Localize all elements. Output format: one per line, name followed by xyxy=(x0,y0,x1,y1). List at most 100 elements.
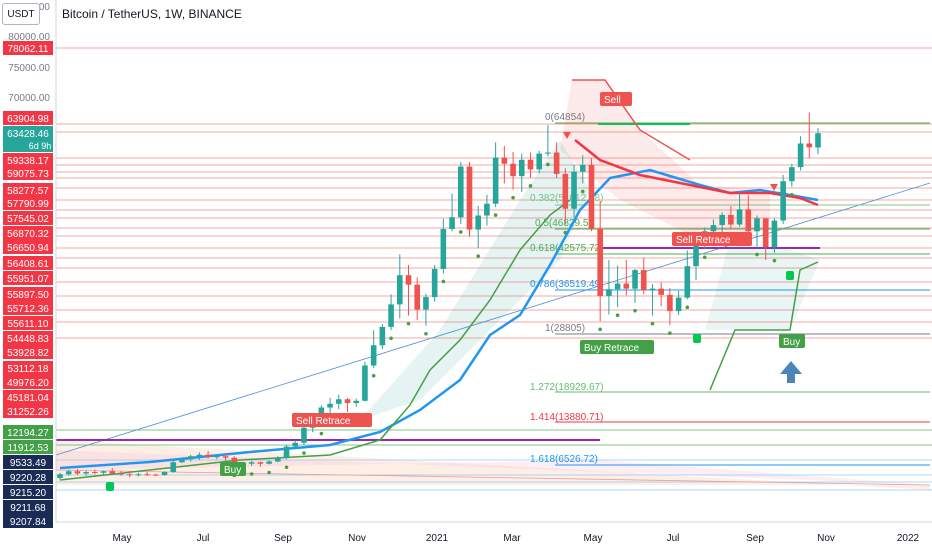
price-label: 9211.68 xyxy=(10,503,46,514)
signal-dot xyxy=(668,331,672,336)
signal-dot xyxy=(441,279,446,284)
time-axis-label: Nov xyxy=(348,533,366,544)
price-label-box xyxy=(3,166,53,180)
candle-body xyxy=(275,457,281,462)
candle-body xyxy=(780,181,786,221)
signal-dot xyxy=(406,321,411,326)
candle-body xyxy=(501,157,508,164)
sell-zone-fill xyxy=(560,80,770,240)
symbol-badge[interactable]: USDT xyxy=(2,3,40,25)
candle-body xyxy=(118,473,124,475)
fib-label: 0.5(46829.5) xyxy=(535,218,592,229)
buy-marker xyxy=(106,482,114,491)
price-label-box xyxy=(3,440,53,454)
price-label: 9220.28 xyxy=(10,473,47,484)
signal-dot xyxy=(458,230,463,234)
candle-body xyxy=(475,215,482,230)
signal-box xyxy=(220,462,246,476)
signal-dot xyxy=(249,472,254,476)
buy-marker xyxy=(786,271,794,280)
candle-body xyxy=(362,365,368,401)
signal-label: Buy Retrace xyxy=(584,343,639,354)
buy-arrow-icon xyxy=(780,361,802,383)
candle-body xyxy=(684,266,691,298)
candle-body xyxy=(353,400,360,404)
candle-body xyxy=(457,166,464,218)
candle-body xyxy=(632,270,638,289)
price-label-box xyxy=(3,404,53,418)
price-label-box xyxy=(3,240,53,254)
price-label: 12194.27 xyxy=(7,428,49,439)
candle-body xyxy=(301,427,307,443)
candle-body xyxy=(553,152,560,174)
candle-body xyxy=(745,209,752,232)
candle-body xyxy=(623,283,630,289)
price-label: 59338.17 xyxy=(7,156,49,167)
time-axis-label: May xyxy=(113,533,132,544)
candle-body xyxy=(92,472,98,474)
signal-label: Sell Retrace xyxy=(676,235,731,246)
price-label: 45181.04 xyxy=(7,393,49,404)
candle-body xyxy=(370,345,377,366)
signal-dot xyxy=(302,451,306,455)
candle-body xyxy=(187,456,194,460)
candle-body xyxy=(815,133,821,148)
price-label: 49976.20 xyxy=(7,378,49,389)
candle-body xyxy=(518,159,525,177)
candle-body xyxy=(396,275,403,305)
price-label-box xyxy=(3,301,53,315)
signal-box xyxy=(580,340,654,354)
candle-body xyxy=(196,454,203,457)
candle-body xyxy=(153,474,159,476)
candle-body xyxy=(83,472,89,474)
candle-body xyxy=(588,164,595,229)
candle-body xyxy=(214,456,220,458)
candle-body xyxy=(222,456,229,458)
candle-body xyxy=(283,446,290,458)
price-label-box xyxy=(3,390,53,404)
buy-zone-fill xyxy=(360,140,590,420)
time-axis-label: 2021 xyxy=(426,533,449,544)
time-axis-label: 2022 xyxy=(897,533,920,544)
candle-body xyxy=(423,297,429,310)
time-axis-label: Jul xyxy=(197,533,210,544)
candle-body xyxy=(405,275,412,285)
price-label: 53112.18 xyxy=(8,364,49,375)
price-label-box xyxy=(3,361,53,375)
price-label: 11912.53 xyxy=(8,443,49,454)
current-price-label: 63428.46 xyxy=(7,129,49,140)
candle-body xyxy=(667,294,673,312)
signal-dot xyxy=(528,184,533,188)
time-axis-label: Sep xyxy=(746,533,764,544)
candle-body xyxy=(484,203,490,216)
signal-dot xyxy=(702,255,707,260)
price-label-box xyxy=(3,425,53,439)
countdown-label: 6d 9h xyxy=(29,141,52,151)
price-label: 56870.32 xyxy=(7,229,49,240)
price-label: 53928.82 xyxy=(7,348,49,359)
candle-body xyxy=(736,209,743,225)
signal-dot xyxy=(772,258,777,263)
candles-group xyxy=(57,112,821,480)
candle-body xyxy=(536,153,542,170)
time-axis-label: May xyxy=(584,533,603,544)
price-label: 54448.83 xyxy=(7,334,49,345)
candle-body xyxy=(693,239,699,267)
candle-body xyxy=(789,167,795,182)
price-label-box xyxy=(3,455,53,469)
trend-stop-line xyxy=(709,261,819,391)
moving-average-slow xyxy=(574,139,819,207)
candle-body xyxy=(562,173,569,209)
price-label: 63904.98 xyxy=(7,114,49,125)
candle-body xyxy=(440,229,447,269)
price-label-box xyxy=(3,375,53,389)
candle-body xyxy=(292,442,299,447)
price-label-box xyxy=(3,111,53,125)
signal-label: Sell xyxy=(604,95,621,106)
candle-body xyxy=(797,143,804,168)
candle-body xyxy=(806,143,813,148)
signal-dot xyxy=(563,230,568,235)
candle-body xyxy=(336,399,342,404)
time-axis-label: Jul xyxy=(667,533,680,544)
